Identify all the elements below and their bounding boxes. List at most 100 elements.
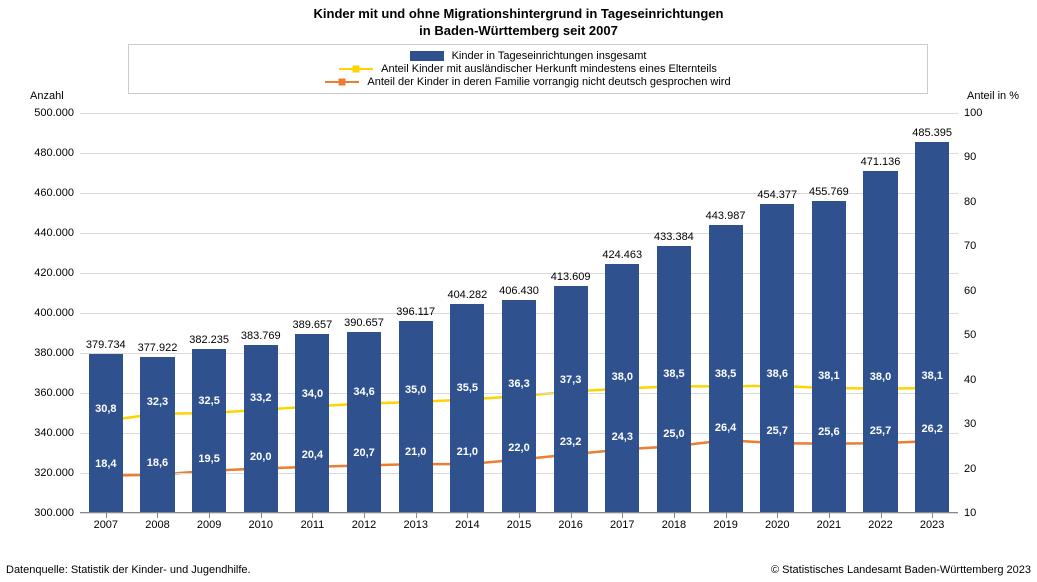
yellow-label: 36,3: [508, 378, 529, 390]
bar: 454.377: [760, 204, 794, 513]
bar-label: 433.384: [654, 231, 694, 243]
bar-label: 455.769: [809, 186, 849, 198]
bar: 389.657: [295, 334, 329, 513]
xtick: 2007: [94, 519, 118, 531]
bar-label: 377.922: [138, 342, 178, 354]
tickmark: [571, 513, 572, 518]
ytick-right: 10: [964, 507, 976, 519]
xtick: 2014: [455, 519, 479, 531]
orange-label: 18,6: [147, 457, 168, 469]
ytick-left: 480.000: [34, 147, 74, 159]
xtick: 2008: [145, 519, 169, 531]
bar-label: 471.136: [861, 156, 901, 168]
xtick: 2009: [197, 519, 221, 531]
gridline: [80, 153, 958, 154]
x-axis: [80, 512, 958, 513]
xtick: 2020: [765, 519, 789, 531]
ytick-right: 20: [964, 463, 976, 475]
ytick-right: 40: [964, 374, 976, 386]
xtick: 2015: [507, 519, 531, 531]
yellow-label: 33,2: [250, 392, 271, 404]
y-axis-left-title: Anzahl: [30, 90, 64, 102]
ytick-right: 100: [964, 107, 982, 119]
orange-label: 25,7: [767, 425, 788, 437]
tickmark: [726, 513, 727, 518]
orange-label: 25,7: [870, 425, 891, 437]
legend-swatch-bars: [410, 51, 444, 61]
yellow-label: 38,5: [715, 368, 736, 380]
bar-label: 390.657: [344, 317, 384, 329]
bar: 390.657: [347, 332, 381, 513]
tickmark: [932, 513, 933, 518]
tickmark: [674, 513, 675, 518]
bar: 396.117: [399, 321, 433, 513]
bar-label: 454.377: [757, 189, 797, 201]
footer-source: Datenquelle: Statistik der Kinder- und J…: [6, 564, 251, 576]
y-axis-right-title: Anteil in %: [967, 90, 1019, 102]
bar-label: 404.282: [447, 289, 487, 301]
bar: 382.235: [192, 349, 226, 513]
legend-label-bars: Kinder in Tageseinrichtungen insgesamt: [452, 50, 647, 62]
ytick-right: 30: [964, 418, 976, 430]
orange-label: 25,6: [818, 426, 839, 438]
yellow-label: 34,6: [353, 386, 374, 398]
tickmark: [829, 513, 830, 518]
orange-label: 19,5: [198, 453, 219, 465]
ytick-left: 380.000: [34, 347, 74, 359]
bar-label: 485.395: [912, 127, 952, 139]
bar-label: 443.987: [706, 210, 746, 222]
bar: 383.769: [244, 345, 278, 513]
yellow-label: 38,1: [818, 370, 839, 382]
bar-label: 383.769: [241, 330, 281, 342]
tickmark: [467, 513, 468, 518]
bar-label: 413.609: [551, 271, 591, 283]
bar: 379.734: [89, 354, 123, 513]
plot-area: 300.000320.000340.000360.000380.000400.0…: [80, 113, 958, 513]
xtick: 2016: [558, 519, 582, 531]
xtick: 2010: [249, 519, 273, 531]
bar: 377.922: [140, 357, 174, 513]
ytick-left: 460.000: [34, 187, 74, 199]
orange-label: 22,0: [508, 442, 529, 454]
ytick-left: 500.000: [34, 107, 74, 119]
tickmark: [881, 513, 882, 518]
tickmark: [777, 513, 778, 518]
xtick: 2021: [817, 519, 841, 531]
tickmark: [416, 513, 417, 518]
bar: 406.430: [502, 300, 536, 513]
orange-label: 26,4: [715, 422, 736, 434]
footer-copyright: © Statistisches Landesamt Baden-Württemb…: [771, 564, 1031, 576]
legend-swatch-orange: [325, 81, 359, 83]
orange-label: 20,4: [302, 449, 323, 461]
orange-label: 21,0: [405, 446, 426, 458]
ytick-right: 80: [964, 196, 976, 208]
ytick-right: 60: [964, 285, 976, 297]
ytick-left: 420.000: [34, 267, 74, 279]
tickmark: [312, 513, 313, 518]
bar-label: 396.117: [396, 306, 435, 318]
ytick-left: 340.000: [34, 427, 74, 439]
legend: Kinder in Tageseinrichtungen insgesamt A…: [128, 44, 928, 94]
tickmark: [519, 513, 520, 518]
tickmark: [622, 513, 623, 518]
yellow-label: 37,3: [560, 374, 581, 386]
bar: 413.609: [554, 286, 588, 513]
tickmark: [157, 513, 158, 518]
bar-label: 424.463: [602, 249, 642, 261]
tickmark: [106, 513, 107, 518]
ytick-left: 440.000: [34, 227, 74, 239]
bar-label: 406.430: [499, 285, 539, 297]
bar: 471.136: [863, 171, 897, 513]
bar-label: 389.657: [293, 319, 333, 331]
tickmark: [209, 513, 210, 518]
legend-label-orange: Anteil der Kinder in deren Familie vorra…: [367, 76, 730, 88]
bar: 455.769: [812, 201, 846, 513]
xtick: 2013: [403, 519, 427, 531]
orange-label: 26,2: [921, 423, 942, 435]
ytick-left: 400.000: [34, 307, 74, 319]
ytick-left: 300.000: [34, 507, 74, 519]
orange-label: 20,7: [353, 447, 374, 459]
yellow-label: 38,5: [663, 368, 684, 380]
orange-label: 20,0: [250, 451, 271, 463]
ytick-right: 50: [964, 329, 976, 341]
